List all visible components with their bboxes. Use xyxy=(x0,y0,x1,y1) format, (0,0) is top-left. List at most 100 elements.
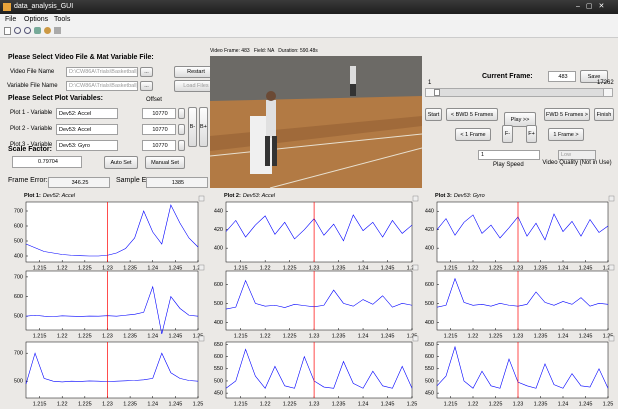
y-tick-label: 550 xyxy=(425,366,434,372)
y-tick-label: 650 xyxy=(425,342,434,348)
scale-input[interactable]: 0.79704 xyxy=(12,156,82,168)
x-tick-label: 1.24 xyxy=(358,333,369,339)
x-tick-label: 1.22 xyxy=(468,265,479,271)
signal-line xyxy=(226,215,412,241)
start-button[interactable]: Start xyxy=(425,108,442,121)
y-tick-label: 600 xyxy=(425,354,434,360)
offset-spinner[interactable] xyxy=(178,124,185,135)
quality-select: Low xyxy=(558,150,596,160)
fwd1-button[interactable]: 1 Frame > xyxy=(548,128,584,141)
label: Frame Error: xyxy=(8,177,48,184)
manual-set-button[interactable]: Manual Set xyxy=(145,156,185,169)
x-tick-label: 1.25 xyxy=(603,265,614,271)
plot-title: Plot 3:Dev53: Gyro xyxy=(435,193,485,199)
frame-input[interactable]: 483 xyxy=(548,71,576,82)
y-tick-label: 420 xyxy=(214,227,223,233)
x-tick-label: 1.22 xyxy=(57,401,68,407)
variable-select[interactable]: Dev53: Accel xyxy=(56,124,118,135)
y-tick-label: 600 xyxy=(425,282,434,288)
browse-button[interactable]: ... xyxy=(140,81,153,91)
menu-bar xyxy=(0,14,618,25)
speed-select[interactable]: 1 xyxy=(478,150,540,160)
x-tick-label: 1.235 xyxy=(123,401,137,407)
menu-item[interactable]: File xyxy=(5,16,16,23)
x-tick-label: 1.22 xyxy=(260,401,271,407)
x-tick-label: 1.215 xyxy=(444,265,458,271)
plot-title-variable: Dev53: Gyro xyxy=(454,193,485,199)
window-buttons[interactable]: –▢✕ xyxy=(576,2,614,12)
offset-input[interactable]: 10770 xyxy=(142,140,176,151)
finish-button[interactable]: Finish xyxy=(594,108,614,121)
plot-frame xyxy=(226,271,412,330)
signal-line xyxy=(26,287,198,334)
x-tick-label: 1.225 xyxy=(489,401,503,407)
y-tick-label: 450 xyxy=(425,391,434,397)
f-plus-button[interactable]: F+ xyxy=(526,125,537,143)
plot-frame xyxy=(437,202,608,262)
menu-item[interactable]: Options xyxy=(24,16,48,23)
plot-frame xyxy=(437,342,608,398)
toolbar xyxy=(0,25,618,38)
y-tick-label: 500 xyxy=(425,378,434,384)
variable-select[interactable]: Dev52: Accel xyxy=(56,108,118,119)
label: Video Quality (Not in Use) xyxy=(538,160,616,166)
plot-expand-button xyxy=(413,196,418,201)
plot-frame xyxy=(226,202,412,262)
x-tick-label: 1.22 xyxy=(468,401,479,407)
sample-error: 1385 xyxy=(146,177,208,188)
offset-input[interactable]: 10770 xyxy=(142,108,176,119)
b-plus-button[interactable]: B+ xyxy=(199,107,208,147)
x-tick-label: 1.235 xyxy=(332,333,346,339)
x-tick-label: 1.215 xyxy=(33,265,47,271)
x-tick-label: 1.245 xyxy=(168,333,182,339)
x-tick-label: 1.23 xyxy=(309,401,320,407)
plot-expand-button xyxy=(413,336,418,341)
text-input[interactable]: D:\CW86A\Trials\Basketball_trial_27( xyxy=(66,81,138,91)
y-tick-label: 700 xyxy=(14,351,23,357)
auto-set-button[interactable]: Auto Set xyxy=(104,156,138,169)
y-tick-label: 500 xyxy=(425,301,434,307)
y-tick-label: 500 xyxy=(14,238,23,244)
browse-button[interactable]: ... xyxy=(140,67,153,77)
x-tick-label: 1.225 xyxy=(78,333,92,339)
label: Current Frame: xyxy=(482,73,533,80)
x-tick-label: 1.235 xyxy=(534,333,548,339)
offset-spinner[interactable] xyxy=(178,108,185,119)
offset-spinner[interactable] xyxy=(178,140,185,151)
signal-line xyxy=(26,205,198,256)
plot-expand-button xyxy=(609,336,614,341)
x-tick-label: 1.23 xyxy=(513,333,524,339)
y-tick-label: 400 xyxy=(425,320,434,326)
b-minus-button[interactable]: B- xyxy=(188,107,197,147)
x-tick-label: 1.245 xyxy=(168,401,182,407)
x-tick-label: 1.24 xyxy=(147,401,158,407)
y-tick-label: 400 xyxy=(214,320,223,326)
title-bar xyxy=(0,0,618,14)
toolbar-icons[interactable] xyxy=(4,27,64,35)
fwd5-button[interactable]: FWD 5 Frames > xyxy=(544,108,590,121)
text-input[interactable]: D:\CW86A\Trials\Basketball_trial_27( xyxy=(66,67,138,77)
bwd5-button[interactable]: < BWD 5 Frames xyxy=(446,108,498,121)
label: Video File Name xyxy=(10,69,54,75)
f-minus-button[interactable]: F- xyxy=(502,125,513,143)
x-tick-label: 1.25 xyxy=(407,265,418,271)
x-tick-label: 1.215 xyxy=(234,265,248,271)
plot-title-number: Plot 2: xyxy=(224,193,241,199)
y-tick-label: 440 xyxy=(425,209,434,215)
x-tick-label: 1.22 xyxy=(260,333,271,339)
plot-title-number: Plot 3: xyxy=(435,193,452,199)
offset-input[interactable]: 10770 xyxy=(142,124,176,135)
slider-max: 17262 xyxy=(597,80,614,86)
frame-slider[interactable] xyxy=(425,88,613,97)
menu-item[interactable]: Tools xyxy=(54,16,70,23)
signal-line xyxy=(26,353,198,384)
x-tick-label: 1.225 xyxy=(489,333,503,339)
window-title: data_analysis_GUI xyxy=(14,3,73,10)
y-tick-label: 600 xyxy=(214,354,223,360)
x-tick-label: 1.245 xyxy=(381,401,395,407)
bwd1-button[interactable]: < 1 Frame xyxy=(455,128,491,141)
x-tick-label: 1.25 xyxy=(407,401,418,407)
x-tick-label: 1.23 xyxy=(513,401,524,407)
x-tick-label: 1.25 xyxy=(603,401,614,407)
variable-select[interactable]: Dev53: Gyro xyxy=(56,140,118,151)
